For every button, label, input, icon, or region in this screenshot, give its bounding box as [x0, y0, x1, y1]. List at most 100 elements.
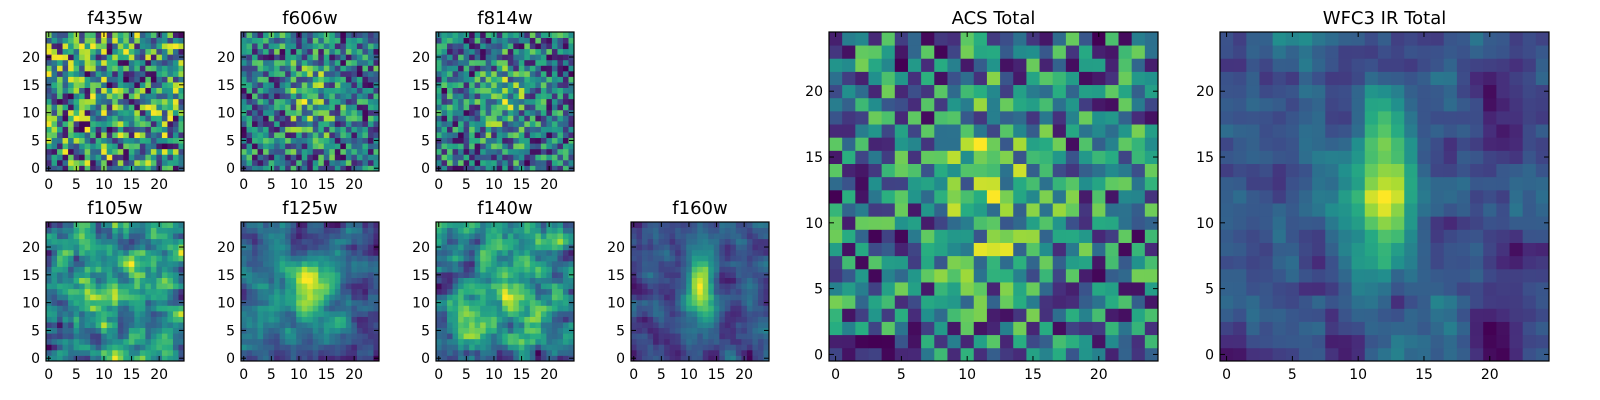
heatmap-cell [469, 43, 476, 50]
heatmap-cell [447, 93, 453, 100]
heatmap-cell [458, 93, 464, 100]
heatmap-cell [312, 109, 319, 116]
heatmap-cell [524, 249, 531, 256]
heatmap-cell [653, 277, 659, 284]
heatmap-cell [463, 233, 470, 240]
heatmap-cell [686, 338, 693, 345]
heatmap-cell [329, 272, 336, 278]
heatmap-cell [496, 299, 503, 306]
heatmap-cell [741, 266, 748, 273]
heatmap-cell [79, 288, 86, 295]
heatmap-cell [452, 148, 459, 155]
heatmap-cell [57, 227, 63, 234]
heatmap-cell [134, 143, 141, 150]
heatmap-cell [1000, 321, 1014, 336]
heatmap-cell [518, 294, 525, 301]
heatmap-cell [95, 154, 102, 161]
heatmap-cell [496, 283, 503, 290]
heatmap-cell [529, 327, 536, 334]
heatmap-cell [469, 115, 476, 122]
heatmap-cell [496, 266, 503, 273]
heatmap-cell [502, 288, 509, 295]
heatmap-cell [557, 65, 564, 72]
heatmap-cell [907, 255, 922, 270]
heatmap-cell [167, 238, 174, 245]
heatmap-cell [752, 355, 759, 362]
heatmap-cell [757, 288, 764, 295]
heatmap-cell [51, 82, 58, 88]
x-tick-label: 5 [267, 367, 276, 383]
heatmap-cell [323, 338, 330, 345]
heatmap-cell [356, 132, 363, 139]
heatmap-cell [323, 93, 330, 100]
heatmap-cell [51, 54, 58, 61]
heatmap-cell [90, 272, 97, 278]
heatmap-cell [51, 165, 58, 172]
heatmap-cell [79, 126, 86, 133]
heatmap-cell [551, 43, 558, 50]
heatmap-cell [356, 349, 363, 356]
heatmap-cell [68, 338, 74, 345]
heatmap-cell [73, 272, 80, 278]
heatmap-cell [139, 120, 146, 127]
x-tick-label: 0 [44, 177, 53, 193]
heatmap-cell [480, 283, 487, 290]
heatmap-cell [285, 299, 292, 306]
heatmap-cell [664, 294, 671, 301]
heatmap-cell [51, 355, 58, 362]
heatmap-cell [540, 59, 547, 66]
heatmap-cell [167, 126, 174, 133]
heatmap-cell [1000, 268, 1014, 283]
heatmap-cell [106, 310, 113, 317]
heatmap-cell [636, 249, 643, 256]
heatmap-cell [680, 316, 687, 323]
heatmap-cell [855, 282, 869, 296]
heatmap-cell [263, 37, 269, 44]
heatmap-cell [46, 87, 52, 94]
heatmap-cell [513, 54, 520, 61]
heatmap-cell [128, 37, 135, 44]
heatmap-cell [507, 233, 514, 240]
heatmap-cell [452, 227, 459, 234]
heatmap-cell [73, 233, 80, 240]
heatmap-cell [257, 244, 264, 251]
heatmap-cell [90, 104, 97, 111]
heatmap-cell [463, 120, 470, 127]
heatmap-cell [241, 98, 247, 105]
heatmap-cell [463, 277, 470, 284]
heatmap-cell [1052, 229, 1067, 243]
heatmap-cell [469, 227, 476, 234]
heatmap-cell [340, 294, 347, 301]
heatmap-cell [540, 238, 547, 245]
heatmap-cell [686, 283, 693, 290]
heatmap-cell [1131, 334, 1146, 349]
heatmap-cell [123, 148, 130, 155]
heatmap-cell [485, 355, 492, 362]
heatmap-cell [356, 109, 363, 116]
y-tick-label: 5 [226, 133, 235, 149]
heatmap-cell [1000, 282, 1014, 296]
heatmap-cell [540, 165, 547, 172]
heatmap-cell [145, 277, 152, 284]
heatmap-cell [257, 349, 264, 356]
heatmap-cell [252, 310, 258, 317]
heatmap-cell [551, 37, 558, 44]
heatmap-cell [491, 249, 498, 256]
heatmap-cell [540, 272, 547, 278]
heatmap-cell [474, 87, 481, 94]
heatmap-cell [356, 233, 363, 240]
heatmap-cell [485, 115, 492, 122]
heatmap-cell [150, 288, 157, 295]
heatmap-cell [513, 65, 520, 72]
heatmap-cell [57, 132, 63, 139]
heatmap-cell [340, 283, 347, 290]
heatmap-cell [79, 305, 86, 312]
heatmap-cell [458, 32, 464, 38]
heatmap-cell [724, 244, 731, 251]
heatmap-cell [123, 32, 130, 38]
heatmap-cell [373, 37, 380, 44]
heatmap-cell [246, 260, 253, 267]
heatmap-cell [986, 268, 1001, 283]
heatmap-cell [79, 43, 86, 50]
heatmap-cell [702, 227, 709, 234]
